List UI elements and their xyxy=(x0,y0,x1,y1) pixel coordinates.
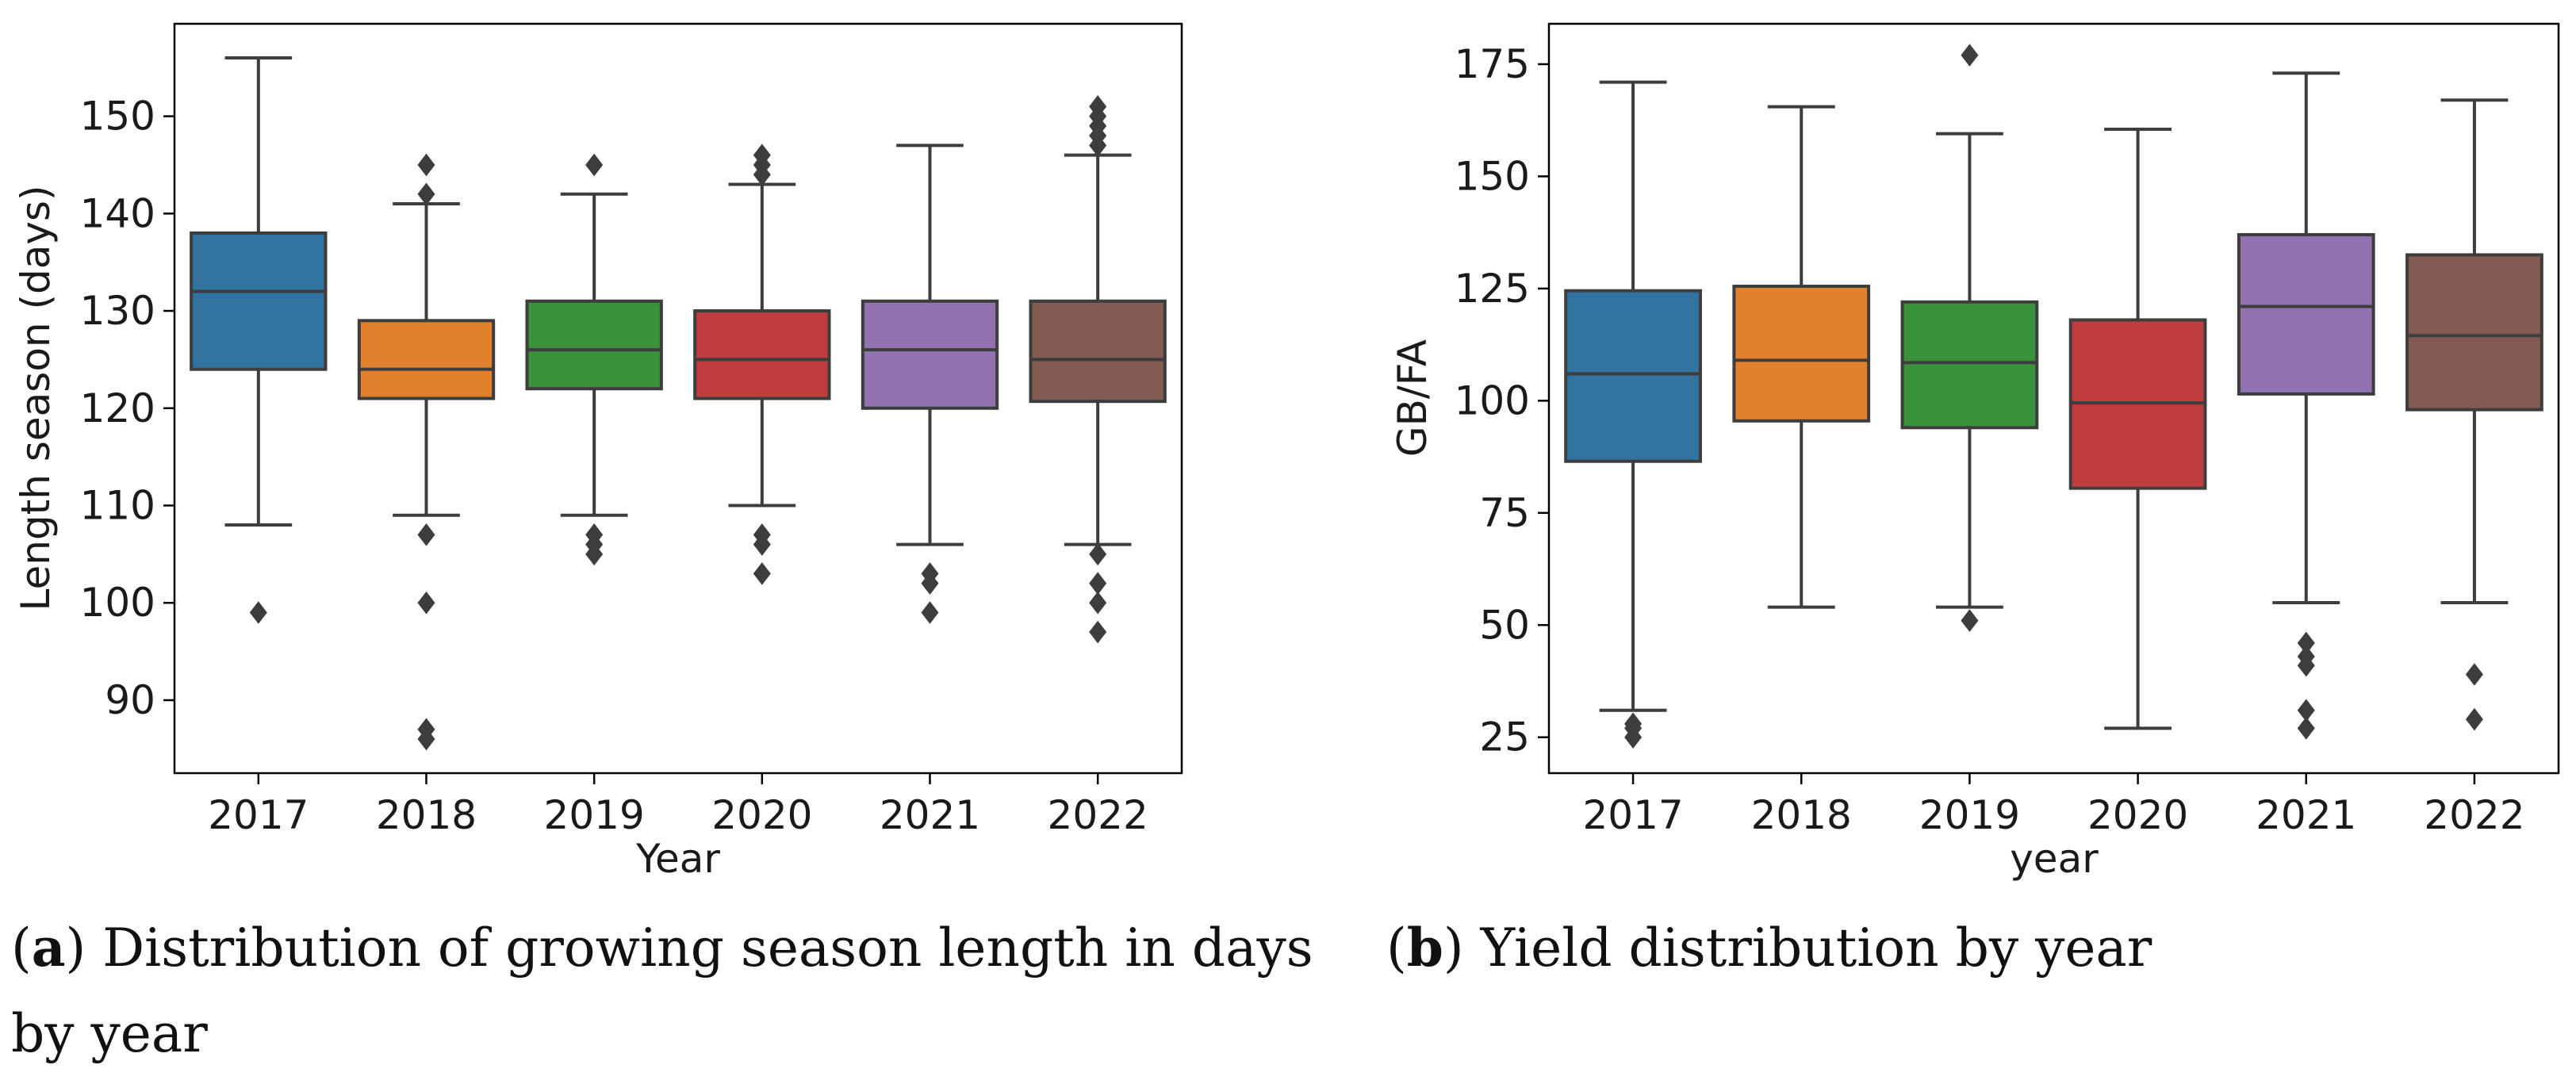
caption-a-text: Distribution of growing season length in… xyxy=(102,917,1313,979)
panel-b-y-ticks: 25 50 75 100 125 150 175 xyxy=(1455,41,1549,760)
outlier-point xyxy=(1961,609,1979,632)
panel-b-y-label: GB/FA xyxy=(1390,339,1436,457)
x-tick-label: 2022 xyxy=(2424,792,2524,838)
box-2022 xyxy=(2405,98,2543,731)
outlier-point xyxy=(2465,663,2483,686)
x-tick-label: 2021 xyxy=(2256,792,2356,838)
iqr-box xyxy=(1732,285,1871,423)
box-2020 xyxy=(2068,127,2207,730)
outlier-point xyxy=(753,562,771,585)
caption-a: (a) Distribution of growing season lengt… xyxy=(11,917,1313,979)
y-tick-label: 90 xyxy=(105,677,155,723)
iqr-box xyxy=(1900,300,2039,430)
y-tick-label: 150 xyxy=(80,94,155,140)
box-2017 xyxy=(1564,80,1702,749)
iqr-box xyxy=(1029,299,1167,404)
outlier-point xyxy=(1089,572,1107,595)
y-tick-label: 110 xyxy=(80,483,155,529)
outlier-point xyxy=(417,182,435,206)
x-tick-label: 2019 xyxy=(544,792,645,838)
outlier-point xyxy=(1089,620,1107,644)
outlier-point xyxy=(2297,717,2315,740)
iqr-box xyxy=(693,309,831,400)
panel-b-x-label: year xyxy=(2010,836,2099,882)
outlier-point xyxy=(753,533,771,556)
panel-b-plot-frame xyxy=(1547,22,2560,775)
y-tick-label: 175 xyxy=(1455,41,1530,87)
x-tick-label: 2019 xyxy=(1919,792,2020,838)
panel-a-y-ticks: 90 100 110 120 130 140 150 xyxy=(80,94,174,723)
x-tick-label: 2018 xyxy=(376,792,477,838)
y-tick-label: 25 xyxy=(1479,714,1530,760)
y-tick-label: 150 xyxy=(1455,153,1530,199)
y-tick-label: 75 xyxy=(1479,490,1530,536)
outlier-point xyxy=(753,163,771,186)
iqr-box xyxy=(1564,289,1702,463)
box-2017 xyxy=(190,56,328,624)
panel-b-boxes xyxy=(1564,44,2543,749)
outlier-point xyxy=(2297,631,2315,655)
iqr-box xyxy=(190,231,328,371)
outlier-point xyxy=(249,601,267,624)
x-tick-label: 2017 xyxy=(1582,792,1683,838)
panel-b-x-ticks: 2017 2018 2019 2020 2021 2022 xyxy=(1582,773,2525,838)
box-2018 xyxy=(357,153,496,751)
box-2022 xyxy=(1029,95,1167,644)
outlier-point xyxy=(1089,591,1107,615)
caption-b: (b) Yield distribution by year xyxy=(1386,917,2152,979)
outlier-point xyxy=(1961,44,1979,67)
y-tick-label: 140 xyxy=(80,190,155,236)
y-tick-label: 120 xyxy=(80,385,155,431)
outlier-point xyxy=(417,591,435,615)
outlier-point xyxy=(585,542,604,566)
x-tick-label: 2022 xyxy=(1048,792,1148,838)
outlier-point xyxy=(417,153,435,177)
y-tick-label: 130 xyxy=(80,288,155,334)
y-tick-label: 125 xyxy=(1455,266,1530,312)
iqr-box xyxy=(2237,232,2375,396)
caption-b-letter: b xyxy=(1407,917,1443,979)
outlier-point xyxy=(1089,542,1107,566)
panel-a-x-ticks: 2017 2018 2019 2020 2021 2022 xyxy=(208,773,1148,838)
outlier-point xyxy=(2465,707,2483,731)
panel-a-y-label: Length season (days) xyxy=(13,185,59,611)
iqr-box xyxy=(525,299,663,391)
outlier-point xyxy=(417,727,435,751)
iqr-box xyxy=(2405,253,2543,412)
caption-b-text: Yield distribution by year xyxy=(1480,917,2152,979)
x-tick-label: 2017 xyxy=(208,792,309,838)
outlier-point xyxy=(1624,726,1643,749)
caption-a-letter: a xyxy=(32,917,66,979)
outlier-point xyxy=(921,572,939,595)
panel-a-boxes xyxy=(190,56,1167,751)
iqr-box xyxy=(357,319,496,400)
outlier-point xyxy=(417,523,435,546)
outlier-point xyxy=(2297,699,2315,722)
outlier-point xyxy=(2297,653,2315,677)
caption-a-line2: by year xyxy=(11,1003,208,1064)
panel-a-x-label: Year xyxy=(635,836,720,882)
box-2021 xyxy=(861,144,999,624)
box-2020 xyxy=(693,144,831,585)
outlier-point xyxy=(585,153,604,177)
panel-a-plot-frame xyxy=(173,22,1183,775)
x-tick-label: 2018 xyxy=(1751,792,1852,838)
x-tick-label: 2021 xyxy=(880,792,980,838)
outlier-point xyxy=(1089,134,1107,157)
outlier-point xyxy=(921,601,939,624)
y-tick-label: 100 xyxy=(1455,377,1530,423)
iqr-box xyxy=(861,299,999,410)
x-tick-label: 2020 xyxy=(711,792,812,838)
panel-a-boxplot: 90 100 110 120 130 140 150 2017 2018 2019 2020 202… xyxy=(13,22,1183,882)
x-tick-label: 2020 xyxy=(2087,792,2188,838)
y-tick-label: 50 xyxy=(1479,602,1530,648)
box-2019 xyxy=(525,153,663,566)
box-2021 xyxy=(2237,71,2375,740)
box-2019 xyxy=(1900,44,2039,632)
box-2018 xyxy=(1732,105,1871,609)
y-tick-label: 100 xyxy=(80,580,155,626)
